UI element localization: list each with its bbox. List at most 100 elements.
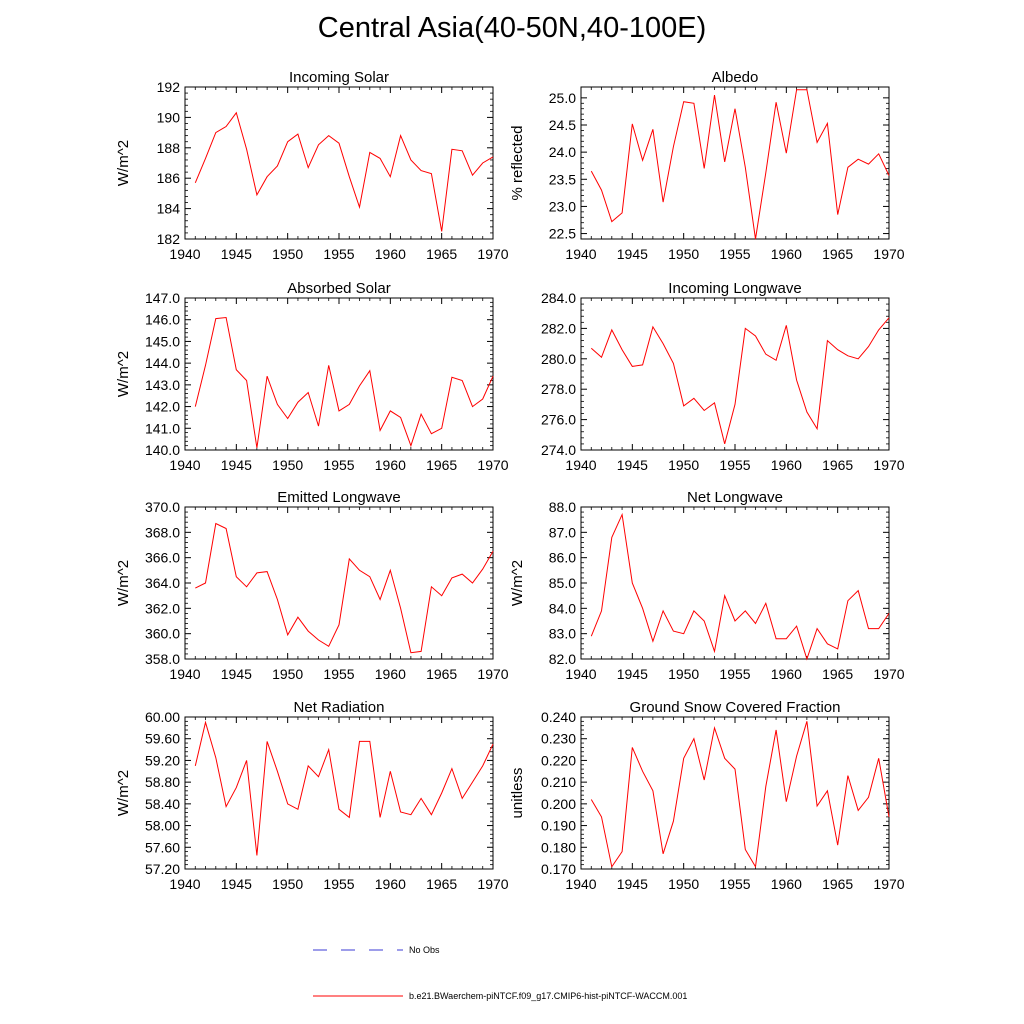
y-tick-label: 282.0	[541, 320, 576, 336]
x-tick-label: 1970	[477, 666, 508, 682]
x-tick-label: 1940	[169, 666, 200, 682]
y-tick-label: 188	[157, 140, 181, 156]
x-tick-label: 1955	[719, 876, 750, 892]
x-tick-label: 1945	[221, 457, 252, 473]
y-tick-label: 25.0	[549, 90, 576, 106]
y-tick-label: 88.0	[549, 499, 576, 515]
y-axis-label: unitless	[509, 768, 526, 819]
plot-frame	[184, 86, 494, 240]
y-tick-label: 82.0	[549, 651, 576, 667]
panel-title: Absorbed Solar	[287, 280, 390, 297]
plot-frame	[580, 506, 890, 660]
x-tick-label: 1950	[272, 246, 303, 262]
y-tick-label: 85.0	[549, 575, 576, 591]
y-tick-label: 0.190	[541, 818, 576, 834]
panel-5: 1940 1945 1950 1955 1960 1965 1970 358.0 360.0 36…	[115, 489, 509, 682]
x-tick-label: 1950	[668, 457, 699, 473]
x-tick-label: 1955	[323, 246, 354, 262]
x-tick-label: 1945	[617, 876, 648, 892]
y-tick-label: 0.210	[541, 774, 576, 790]
x-tick-label: 1945	[221, 246, 252, 262]
x-tick-label: 1965	[822, 876, 853, 892]
y-axis-label: W/m^2	[115, 560, 132, 606]
y-tick-label: 141.0	[145, 420, 180, 436]
y-axis-label: W/m^2	[115, 351, 132, 397]
series-line	[195, 522, 494, 654]
panel-4: 1940 1945 1950 1955 1960 1965 1970 274.0 276.0 27…	[541, 280, 905, 473]
y-tick-label: 142.0	[145, 399, 180, 415]
y-tick-label: 84.0	[549, 600, 576, 616]
panel-7: 1940 1945 1950 1955 1960 1965 1970 57.20 57.60 58…	[115, 699, 509, 892]
x-tick-label: 1960	[375, 876, 406, 892]
x-tick-label: 1960	[771, 457, 802, 473]
panel-1: 1940 1945 1950 1955 1960 1965 1970 182 184 186 188…	[115, 69, 509, 262]
series-line	[194, 316, 494, 448]
panel-title: Albedo	[712, 69, 759, 86]
y-tick-label: 57.20	[145, 861, 180, 877]
x-tick-label: 1960	[771, 246, 802, 262]
y-tick-label: 143.0	[145, 377, 180, 393]
series-line	[590, 721, 890, 869]
legend-model-label: b.e21.BWaerchem-piNTCF.f09_g17.CMIP6-his…	[409, 991, 687, 1001]
x-tick-label: 1955	[719, 457, 750, 473]
x-tick-label: 1955	[323, 666, 354, 682]
x-tick-label: 1940	[169, 876, 200, 892]
y-tick-label: 0.220	[541, 752, 576, 768]
y-tick-label: 59.60	[145, 731, 180, 747]
x-tick-label: 1950	[668, 666, 699, 682]
y-tick-label: 278.0	[541, 381, 576, 397]
y-tick-label: 23.0	[549, 198, 576, 214]
x-tick-label: 1965	[426, 876, 457, 892]
panel-8: 1940 1945 1950 1955 1960 1965 1970 0.170 0.180 0.…	[509, 699, 905, 892]
y-tick-label: 86.0	[549, 550, 576, 566]
x-tick-label: 1945	[617, 457, 648, 473]
plot-frame	[184, 297, 494, 451]
panel-6: 1940 1945 1950 1955 1960 1965 1970 82.0 83.0 84.0…	[509, 489, 905, 682]
y-tick-label: 280.0	[541, 351, 576, 367]
plot-frame	[184, 716, 494, 870]
y-tick-label: 274.0	[541, 442, 576, 458]
y-tick-label: 145.0	[145, 333, 180, 349]
panel-title: Net Longwave	[687, 489, 783, 506]
y-axis-label: % reflected	[509, 125, 526, 200]
panels-group: 1940 1945 1950 1955 1960 1965 1970 182 184 186 188…	[115, 69, 905, 892]
y-tick-label: 192	[157, 79, 181, 95]
x-tick-label: 1945	[221, 876, 252, 892]
y-tick-label: 83.0	[549, 626, 576, 642]
x-tick-label: 1955	[719, 666, 750, 682]
x-tick-label: 1940	[565, 666, 596, 682]
x-tick-label: 1960	[771, 876, 802, 892]
x-tick-label: 1965	[426, 246, 457, 262]
x-tick-label: 1965	[426, 457, 457, 473]
x-tick-label: 1960	[771, 666, 802, 682]
y-tick-label: 147.0	[145, 290, 180, 306]
x-tick-label: 1965	[822, 246, 853, 262]
y-tick-label: 0.170	[541, 861, 576, 877]
y-tick-label: 58.40	[145, 796, 180, 812]
x-tick-label: 1960	[375, 246, 406, 262]
y-tick-label: 0.240	[541, 709, 576, 725]
x-tick-label: 1965	[426, 666, 457, 682]
plot-frame	[580, 297, 890, 451]
y-axis-label: W/m^2	[115, 140, 132, 186]
y-axis-label: W/m^2	[509, 560, 526, 606]
y-tick-label: 57.60	[145, 839, 180, 855]
x-tick-label: 1950	[272, 457, 303, 473]
x-tick-label: 1940	[169, 457, 200, 473]
x-tick-label: 1955	[719, 246, 750, 262]
panel-title: Ground Snow Covered Fraction	[630, 699, 841, 716]
plot-frame	[580, 716, 890, 870]
y-tick-label: 368.0	[145, 524, 180, 540]
x-tick-label: 1970	[873, 876, 904, 892]
x-tick-label: 1970	[477, 876, 508, 892]
y-tick-label: 370.0	[145, 499, 180, 515]
plot-frame	[184, 506, 494, 660]
panel-title: Incoming Solar	[289, 69, 389, 86]
y-tick-label: 87.0	[549, 524, 576, 540]
x-tick-label: 1965	[822, 457, 853, 473]
x-tick-label: 1960	[375, 457, 406, 473]
series-line	[590, 512, 890, 661]
legend-obs-label: No Obs	[409, 945, 440, 955]
y-tick-label: 366.0	[145, 550, 180, 566]
x-tick-label: 1950	[668, 246, 699, 262]
